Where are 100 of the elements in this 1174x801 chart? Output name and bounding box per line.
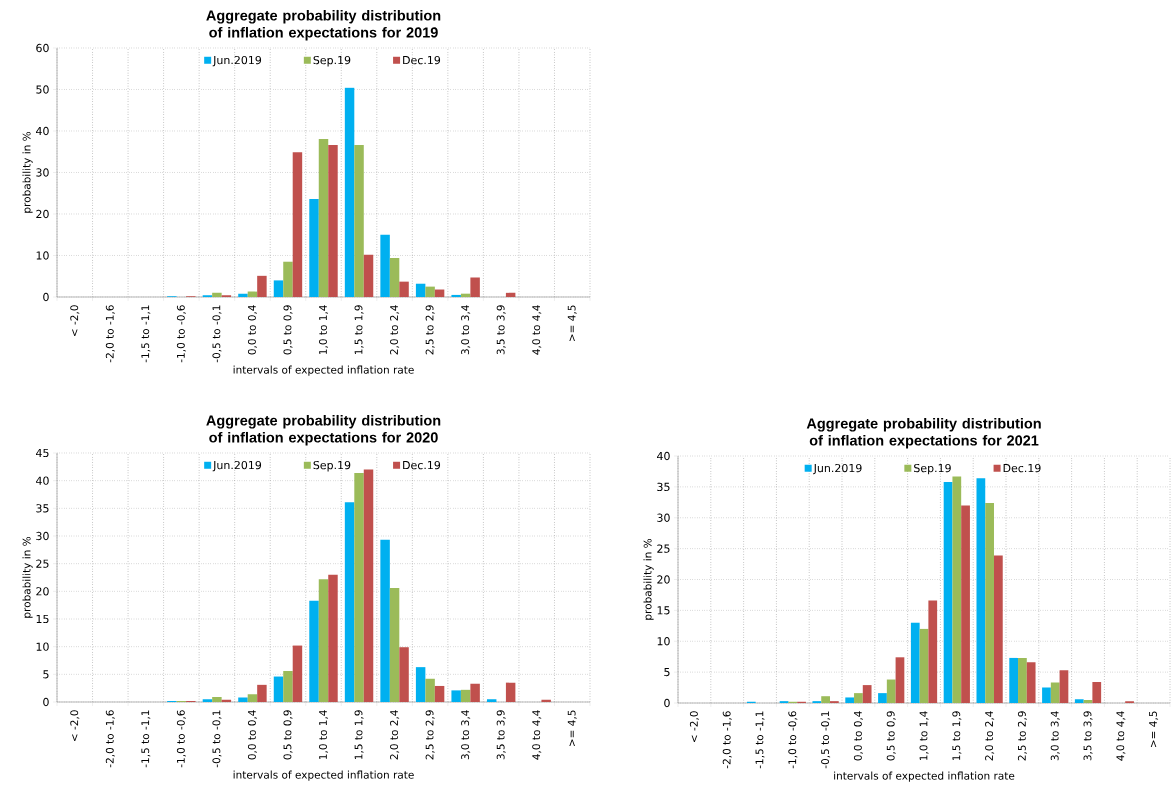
y-axis-title: probability in % [22, 536, 33, 618]
x-tick-label: 3,5 to 3,9 [496, 305, 506, 355]
bar [451, 690, 461, 702]
x-tick-label: 1,5 to 1,9 [354, 710, 364, 759]
bar [238, 293, 248, 297]
y-tick-label: 0 [664, 698, 670, 708]
y-tick-label: 30 [36, 531, 49, 541]
bar [985, 502, 994, 703]
legend-label: Sep.19 [313, 55, 351, 67]
x-tick-label: 0,5 to 0,9 [886, 711, 896, 761]
y-tick-label: 0 [43, 697, 49, 707]
chart-title: Aggregate probability distribution of inflation expectations for 2021 [806, 417, 1041, 449]
legend-label: Dec.19 [403, 55, 441, 65]
bar [344, 87, 355, 297]
x-tick-label: 2,5 to 2,9 [425, 710, 435, 760]
y-tick-label: 25 [657, 544, 670, 553]
legend-label: Jun.2019 [212, 55, 262, 67]
y-tick-label: 10 [657, 637, 670, 646]
bar [862, 685, 872, 703]
legend-label: Jun.2019 [212, 460, 262, 472]
bar [212, 292, 222, 297]
x-tick-label: 4,0 to 4,4 [1116, 711, 1126, 761]
chart-title: Aggregate probability distribution of inflation expectations for 2020 [206, 414, 441, 446]
bar [886, 679, 896, 703]
x-tick-label: 1,0 to 1,4 [319, 710, 329, 759]
x-tick-label: -1,0 to -0,6 [176, 305, 186, 363]
bar [344, 502, 355, 702]
x-tick-label: 1,5 to 1,9 [354, 305, 364, 354]
bar [1042, 687, 1051, 703]
bar [247, 694, 258, 702]
bar [380, 234, 390, 297]
x-tick-label: 1,0 to 1,4 [319, 305, 329, 354]
y-tick-label: 0 [43, 292, 49, 302]
bar [910, 622, 920, 703]
x-tick-label: -0,5 to -0,1 [821, 711, 831, 769]
bar [1059, 670, 1069, 703]
bar [1050, 682, 1060, 703]
y-tick-label: 20 [657, 575, 670, 584]
y-tick-label: 30 [657, 513, 670, 522]
y-axis-title: probability in % [643, 538, 654, 620]
x-tick-label: 4,0 to 4,4 [532, 305, 542, 355]
y-tick-label: 20 [36, 587, 49, 596]
x-tick-label: 2,0 to 2,4 [985, 711, 995, 761]
x-tick-label: -1,5 to -1,1 [755, 711, 765, 769]
bar [470, 277, 480, 297]
y-tick-label: 15 [36, 614, 49, 624]
x-tick-label: -1,5 to -1,1 [141, 305, 151, 363]
x-tick-label: 3,0 to 3,4 [1050, 711, 1060, 761]
bar [283, 671, 293, 702]
bar [309, 600, 319, 702]
bar [1009, 657, 1019, 703]
bar [486, 699, 497, 702]
y-tick-label: 40 [36, 476, 49, 485]
bar [460, 689, 471, 702]
y-tick-label: 25 [36, 559, 49, 568]
x-axis-title: intervals of expected inflation rate [834, 771, 1015, 782]
x-tick-label: < -2,0 [689, 711, 699, 743]
bar [328, 574, 338, 702]
x-tick-label: 2,5 to 2,9 [1017, 711, 1027, 761]
bar [238, 697, 248, 702]
bar [895, 657, 905, 703]
bar [1026, 662, 1036, 703]
y-axis-title: probability in % [22, 131, 33, 213]
x-tick-label: >= 4,5 [567, 710, 577, 747]
bar [919, 628, 929, 703]
bar [425, 678, 435, 702]
x-tick-label: 4,0 to 4,4 [532, 710, 542, 760]
bar [363, 469, 374, 702]
y-tick-label: 60 [36, 43, 49, 53]
x-tick-label: 2,0 to 2,4 [390, 710, 400, 760]
x-tick-label: 0,0 to 0,4 [247, 710, 257, 760]
bar [993, 555, 1003, 703]
x-tick-label: 3,0 to 3,4 [461, 305, 471, 355]
bar [202, 699, 213, 702]
x-tick-label: -0,5 to -0,1 [212, 305, 222, 363]
x-tick-label: -1,0 to -0,6 [176, 710, 186, 768]
bar [318, 579, 329, 702]
x-tick-label: 0,5 to 0,9 [283, 305, 293, 355]
bar [212, 697, 222, 702]
bar [354, 145, 364, 297]
bar [878, 693, 887, 703]
x-tick-label: 2,5 to 2,9 [425, 305, 435, 355]
bar [257, 684, 267, 702]
bar [273, 280, 284, 297]
bar [505, 682, 516, 702]
x-tick-label: 3,0 to 3,4 [461, 710, 471, 760]
chart-title: Aggregate probability distribution of inflation expectations for 2019 [206, 9, 441, 41]
bar [1074, 699, 1084, 703]
bar [470, 683, 480, 702]
bar [451, 294, 461, 297]
bar [415, 283, 426, 297]
x-tick-label: 0,0 to 0,4 [853, 711, 863, 761]
x-tick-label: 1,5 to 1,9 [952, 711, 962, 760]
x-tick-label: -2,0 to -1,6 [105, 710, 115, 768]
y-tick-label: 20 [36, 209, 49, 219]
y-tick-label: 15 [657, 606, 670, 615]
bar [928, 600, 938, 703]
bar [952, 476, 962, 703]
bar [976, 478, 986, 703]
bar [1018, 657, 1027, 703]
